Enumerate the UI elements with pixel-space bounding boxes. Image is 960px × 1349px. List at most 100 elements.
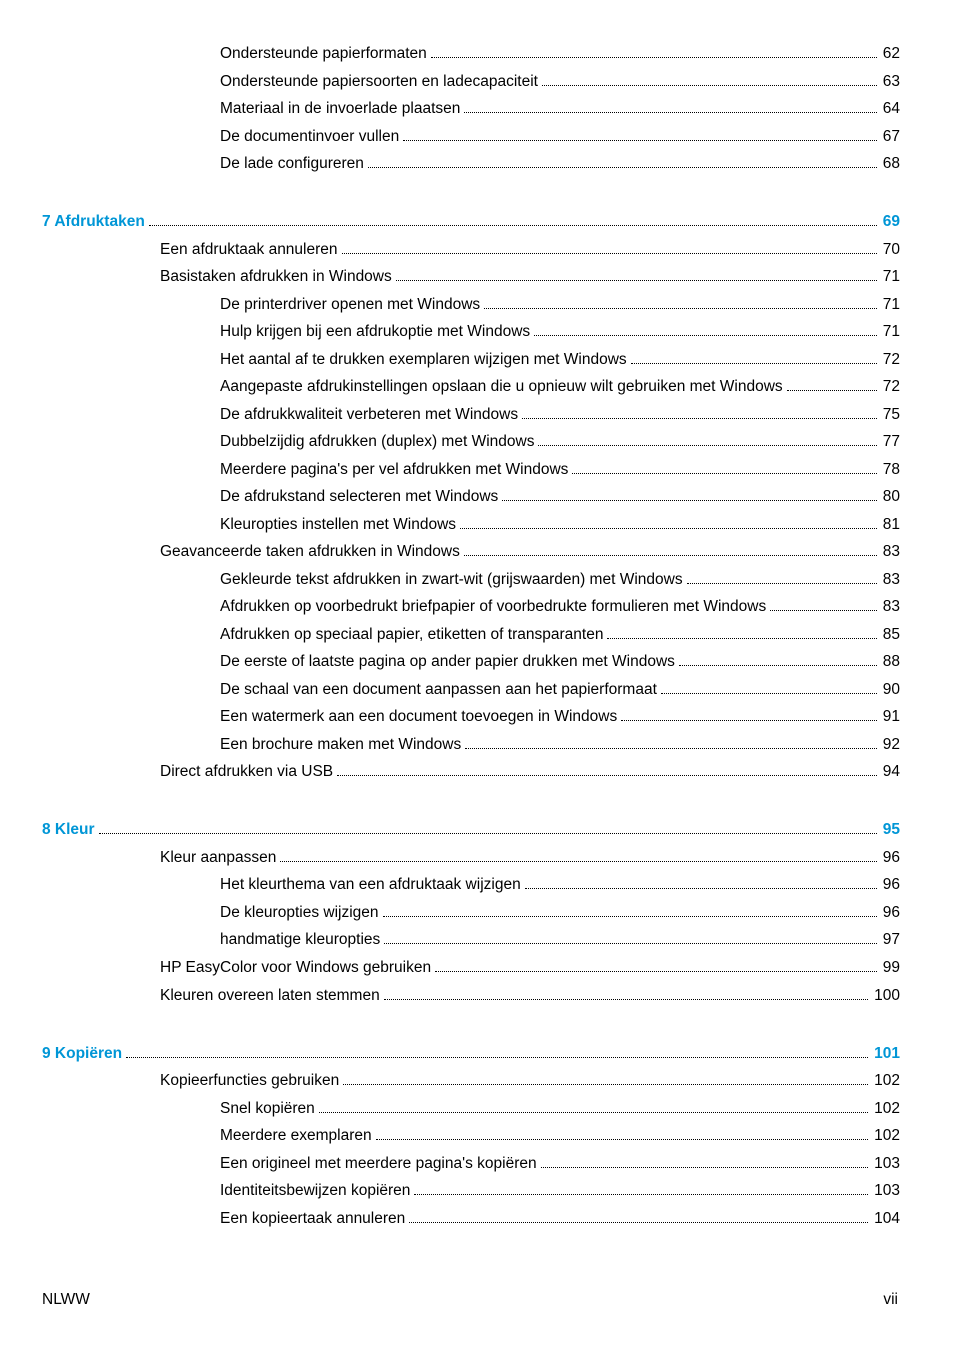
toc-entry: Een origineel met meerdere pagina's kopi… [42,1152,900,1176]
toc-leader [460,528,877,529]
toc-leader [607,638,876,639]
toc-leader [99,833,877,834]
toc-page-number: 102 [872,1069,900,1093]
toc-entry-label: Ondersteunde papiersoorten en ladecapaci… [220,70,538,94]
toc-leader [464,555,877,556]
toc-entry-label: Dubbelzijdig afdrukken (duplex) met Wind… [220,430,534,454]
toc-entry-label: Een watermerk aan een document toevoegen… [220,705,617,729]
toc-page-number: 64 [881,97,900,121]
toc-entry-label: Geavanceerde taken afdrukken in Windows [160,540,460,564]
toc-entry-label: Een afdruktaak annuleren [160,238,338,262]
toc-page-number: 78 [881,458,900,482]
toc-entry: De kleuropties wijzigen 96 [42,901,900,925]
toc-entry: Afdrukken op speciaal papier, etiketten … [42,623,900,647]
toc-leader [621,720,877,721]
toc-page-number: 83 [881,595,900,619]
toc-entry-label: Het kleurthema van een afdruktaak wijzig… [220,873,521,897]
toc-page-number: 90 [881,678,900,702]
toc-entry-label: De afdrukkwaliteit verbeteren met Window… [220,403,518,427]
toc-section: 9 Kopiëren 101Kopieerfuncties gebruiken … [42,1042,900,1231]
toc-leader [787,390,877,391]
toc-leader [319,1112,868,1113]
toc-leader [403,140,877,141]
toc-entry: De printerdriver openen met Windows 71 [42,293,900,317]
toc-entry: handmatige kleuropties 97 [42,928,900,952]
toc-entry-label: De documentinvoer vullen [220,125,399,149]
toc-page-number: 96 [881,873,900,897]
toc-entry: De afdrukkwaliteit verbeteren met Window… [42,403,900,427]
toc-page-number: 67 [881,125,900,149]
toc-entry: De schaal van een document aanpassen aan… [42,678,900,702]
toc-chapter-label: 8 Kleur [42,818,95,842]
toc-entry: Gekleurde tekst afdrukken in zwart-wit (… [42,568,900,592]
toc-entry: De documentinvoer vullen 67 [42,125,900,149]
toc-leader [631,363,877,364]
toc-entry: De lade configureren 68 [42,152,900,176]
toc-page-number: 99 [881,956,900,980]
toc-leader [343,1084,868,1085]
toc-entry: Afdrukken op voorbedrukt briefpapier of … [42,595,900,619]
toc-entry: Een watermerk aan een document toevoegen… [42,705,900,729]
footer-left: NLWW [42,1291,90,1309]
toc-page-number: 70 [881,238,900,262]
toc-page-number: 94 [881,760,900,784]
toc-entry-label: Identiteitsbewijzen kopiëren [220,1179,410,1203]
toc-entry-label: Kleur aanpassen [160,846,276,870]
toc-entry-label: HP EasyColor voor Windows gebruiken [160,956,431,980]
toc-page-number: 63 [881,70,900,94]
toc-page-number: 80 [881,485,900,509]
toc-entry-label: De eerste of laatste pagina op ander pap… [220,650,675,674]
toc-page-number: 71 [881,265,900,289]
toc-entry: Meerdere exemplaren 102 [42,1124,900,1148]
toc-entry: Meerdere pagina's per vel afdrukken met … [42,458,900,482]
toc-entry: Kleuren overeen laten stemmen 100 [42,984,900,1008]
toc-entry: Kleur aanpassen 96 [42,846,900,870]
toc-page-number: 96 [881,846,900,870]
toc-entry-label: De afdrukstand selecteren met Windows [220,485,498,509]
toc-entry-label: De printerdriver openen met Windows [220,293,480,317]
toc-page-number: 68 [881,152,900,176]
toc-entry-label: Ondersteunde papierformaten [220,42,427,66]
toc-entry: Geavanceerde taken afdrukken in Windows … [42,540,900,564]
toc-entry-label: Hulp krijgen bij een afdrukoptie met Win… [220,320,530,344]
toc-leader [502,500,876,501]
toc-page-number: 104 [872,1207,900,1231]
toc-page-number: 97 [881,928,900,952]
toc-leader [396,280,877,281]
toc-entry: Ondersteunde papierformaten 62 [42,42,900,66]
toc-page-number: 101 [872,1042,900,1066]
toc-page-number: 102 [872,1097,900,1121]
toc-entry-label: Het aantal af te drukken exemplaren wijz… [220,348,627,372]
toc-leader [542,85,877,86]
toc-leader [465,748,877,749]
toc-chapter-label: 7 Afdruktaken [42,210,145,234]
toc-entry-label: Kleuropties instellen met Windows [220,513,456,537]
toc-leader [525,888,877,889]
toc-leader [368,167,877,168]
toc-entry: Hulp krijgen bij een afdrukoptie met Win… [42,320,900,344]
toc-entry-label: Basistaken afdrukken in Windows [160,265,392,289]
toc-entry: Het kleurthema van een afdruktaak wijzig… [42,873,900,897]
toc-leader [522,418,877,419]
toc-entry: Dubbelzijdig afdrukken (duplex) met Wind… [42,430,900,454]
toc-entry: Een brochure maken met Windows 92 [42,733,900,757]
toc-entry-label: Kopieerfuncties gebruiken [160,1069,339,1093]
toc-entry-label: Meerdere pagina's per vel afdrukken met … [220,458,568,482]
toc-leader [384,943,876,944]
table-of-contents: Ondersteunde papierformaten 62Ondersteun… [42,42,900,1231]
toc-entry: 9 Kopiëren 101 [42,1042,900,1066]
toc-entry-label: Snel kopiëren [220,1097,315,1121]
toc-entry: Snel kopiëren 102 [42,1097,900,1121]
toc-leader [572,473,876,474]
toc-leader [661,693,877,694]
toc-page-number: 72 [881,348,900,372]
toc-page-number: 83 [881,568,900,592]
toc-entry-label: De schaal van een document aanpassen aan… [220,678,657,702]
toc-leader [687,583,877,584]
toc-entry: Basistaken afdrukken in Windows 71 [42,265,900,289]
toc-entry: HP EasyColor voor Windows gebruiken 99 [42,956,900,980]
toc-page-number: 103 [872,1152,900,1176]
toc-chapter-label: 9 Kopiëren [42,1042,122,1066]
toc-leader [534,335,877,336]
toc-entry: Materiaal in de invoerlade plaatsen 64 [42,97,900,121]
